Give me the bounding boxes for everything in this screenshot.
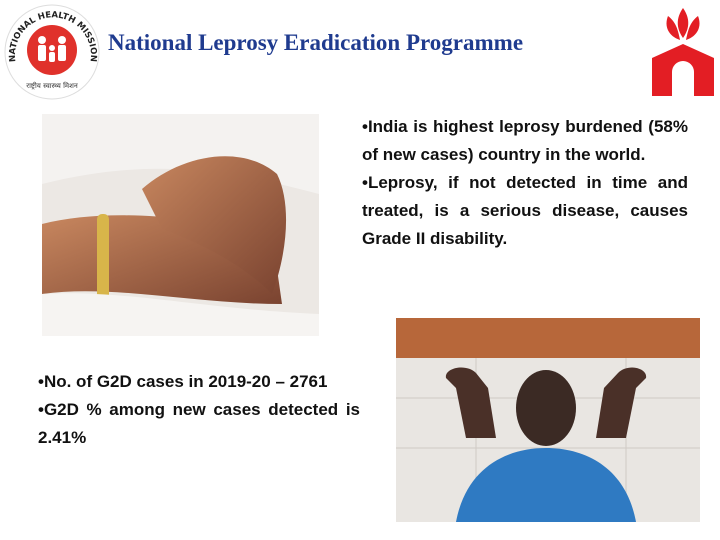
bottom-bullets: •No. of G2D cases in 2019-20 – 2761 •G2D… bbox=[38, 368, 360, 452]
top-bullets: •India is highest leprosy burdened (58% … bbox=[362, 113, 688, 253]
photo-hands bbox=[42, 114, 319, 336]
bullet: •India is highest leprosy burdened (58% … bbox=[362, 117, 688, 164]
nlep-logo bbox=[652, 8, 714, 96]
logo-hindi-text: राष्ट्रीय स्वास्थ्य मिशन bbox=[26, 81, 78, 90]
bullet: •Leprosy, if not detected in time and tr… bbox=[362, 173, 688, 248]
logo-family bbox=[38, 36, 66, 62]
bullet: •G2D % among new cases detected is 2.41% bbox=[38, 400, 360, 447]
nhm-logo: NATIONAL HEALTH MISSION राष्ट्रीय स्वास्… bbox=[4, 4, 100, 100]
title: National Leprosy Eradication Programme bbox=[108, 30, 524, 55]
bullet: •No. of G2D cases in 2019-20 – 2761 bbox=[38, 372, 328, 391]
photo-patient bbox=[396, 318, 700, 522]
